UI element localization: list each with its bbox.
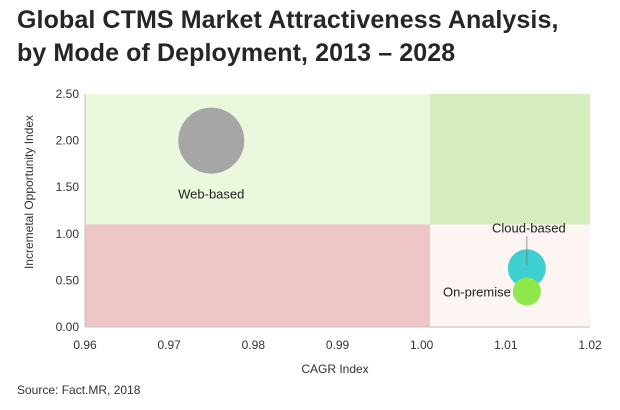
y-tick-label: 2.50 <box>56 87 80 101</box>
bubble-label: On-premise <box>443 285 511 300</box>
y-tick-label: 1.50 <box>56 180 80 194</box>
y-tick-label: 0.00 <box>56 320 80 334</box>
bubbles: Web-based Cloud-based On-premise <box>178 107 566 306</box>
chart-title-line-1: Global CTMS Market Attractiveness Analys… <box>17 6 559 34</box>
bubble-label: Cloud-based <box>492 220 566 235</box>
bubble-on-premise <box>512 277 541 306</box>
y-axis-title: Incremetal Opportunity Index <box>22 115 36 269</box>
axes: 0.00 0.50 1.00 1.50 2.00 2.50 0.96 0.97 0.98 0.99… <box>56 87 602 352</box>
x-tick-label: 1.02 <box>578 338 602 352</box>
bubble-label: Web-based <box>178 187 244 202</box>
bubble-cloud-based <box>507 249 546 288</box>
chart-title-line-2: by Mode of Deployment, 2013 – 2028 <box>17 39 456 67</box>
x-tick-label: 1.00 <box>410 338 434 352</box>
x-tick-label: 1.01 <box>494 338 518 352</box>
y-tick-label: 1.00 <box>56 227 80 241</box>
x-axis-title: CAGR Index <box>301 362 368 376</box>
source-note: Source: Fact.MR, 2018 <box>17 383 141 397</box>
bubble-web-based <box>178 107 245 174</box>
quadrant-0 <box>85 94 431 225</box>
quadrant-1 <box>430 94 590 225</box>
x-tick-label: 0.98 <box>242 338 266 352</box>
x-tick-label: 0.97 <box>157 338 181 352</box>
x-tick-label: 0.96 <box>73 338 97 352</box>
x-tick-label: 0.99 <box>326 338 350 352</box>
quadrant-2 <box>85 224 431 327</box>
y-tick-label: 2.00 <box>56 134 80 148</box>
chart-title: Global CTMS Market Attractiveness Analys… <box>17 4 617 70</box>
y-tick-label: 0.50 <box>56 273 80 287</box>
